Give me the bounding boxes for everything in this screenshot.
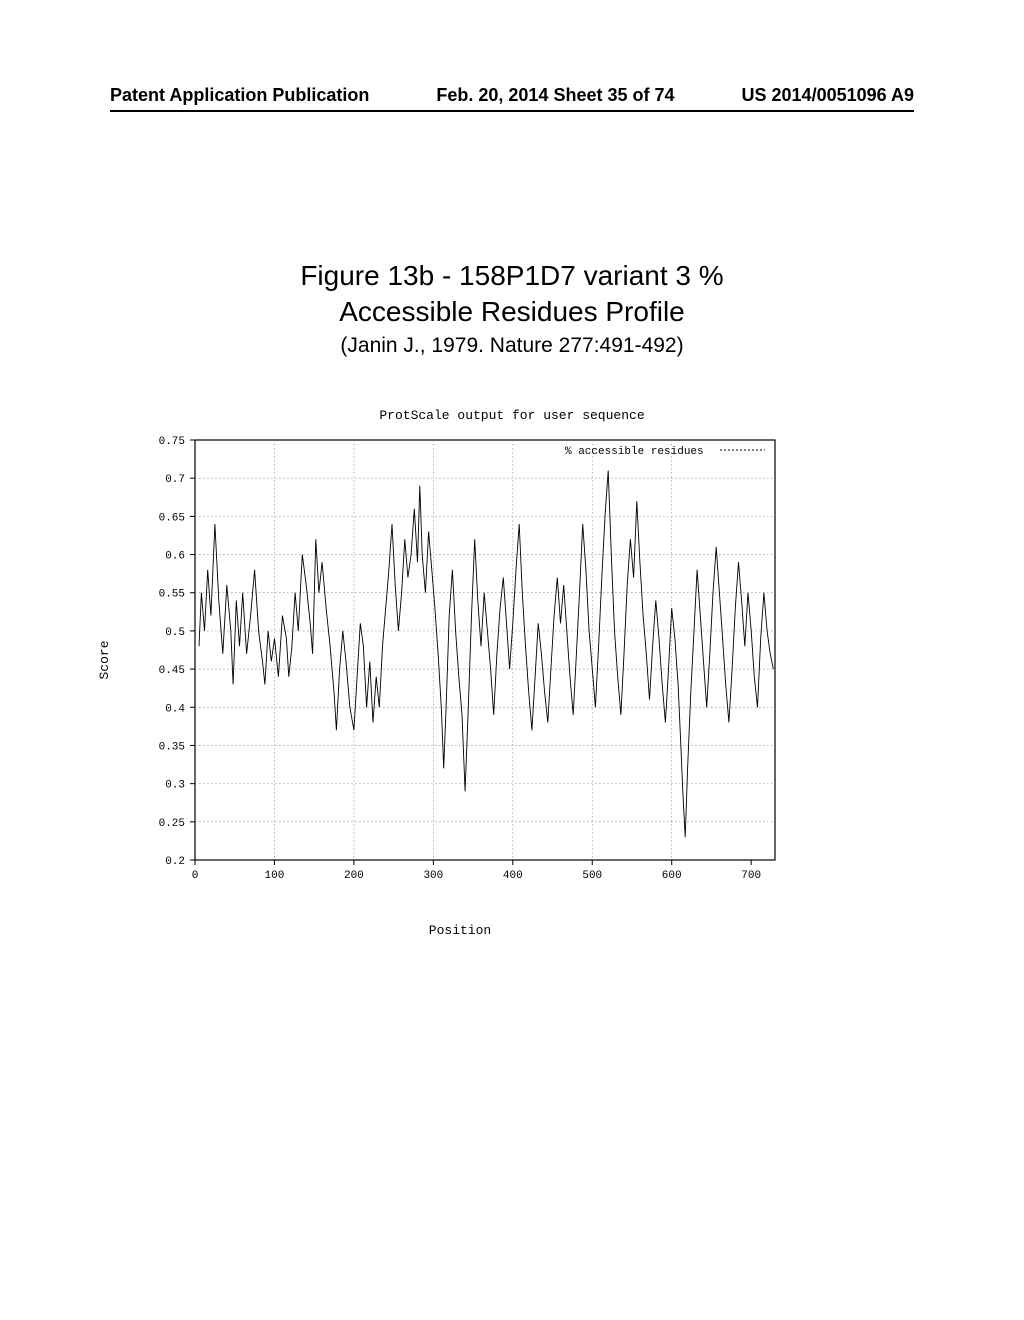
svg-text:100: 100	[265, 870, 285, 882]
svg-text:% accessible residues: % accessible residues	[565, 446, 704, 458]
page-header: Patent Application Publication Feb. 20, …	[0, 85, 1024, 106]
svg-text:0.55: 0.55	[159, 589, 185, 601]
svg-text:0.2: 0.2	[165, 856, 185, 868]
svg-text:0.25: 0.25	[159, 818, 185, 830]
header-rule	[110, 110, 914, 112]
header-center: Feb. 20, 2014 Sheet 35 of 74	[436, 85, 674, 106]
svg-text:500: 500	[582, 870, 602, 882]
chart-plot-title: ProtScale output for user sequence	[0, 408, 1024, 423]
svg-text:200: 200	[344, 870, 364, 882]
chart-svg: 0.2 0.25 0.3 0.35 0.4 0.45 0.5 0.55 0.6 0.65 0.7 0.…	[135, 430, 785, 890]
svg-text:600: 600	[662, 870, 682, 882]
header-left: Patent Application Publication	[110, 85, 369, 106]
svg-text:0.7: 0.7	[165, 474, 185, 486]
svg-text:0.4: 0.4	[165, 703, 185, 715]
title-line1: Figure 13b - 158P1D7 variant 3 %	[0, 260, 1024, 292]
svg-text:0.75: 0.75	[159, 436, 185, 448]
header-right: US 2014/0051096 A9	[742, 85, 914, 106]
y-axis-label: Score	[97, 640, 112, 679]
x-axis-label: Position	[429, 923, 491, 938]
svg-text:0.6: 0.6	[165, 551, 185, 563]
svg-text:300: 300	[423, 870, 443, 882]
svg-text:700: 700	[741, 870, 761, 882]
figure-title: Figure 13b - 158P1D7 variant 3 % Accessi…	[0, 260, 1024, 358]
chart: Score Position 0.20.250.30.350.40.450.50…	[135, 430, 785, 890]
svg-text:0.3: 0.3	[165, 780, 185, 792]
svg-text:0.5: 0.5	[165, 627, 185, 639]
title-line2: Accessible Residues Profile	[0, 296, 1024, 328]
title-line3: (Janin J., 1979. Nature 277:491-492)	[0, 334, 1024, 358]
svg-text:0: 0	[192, 870, 199, 882]
svg-text:0.65: 0.65	[159, 512, 185, 524]
svg-text:0.35: 0.35	[159, 741, 185, 753]
svg-text:0.45: 0.45	[159, 665, 185, 677]
svg-text:400: 400	[503, 870, 523, 882]
